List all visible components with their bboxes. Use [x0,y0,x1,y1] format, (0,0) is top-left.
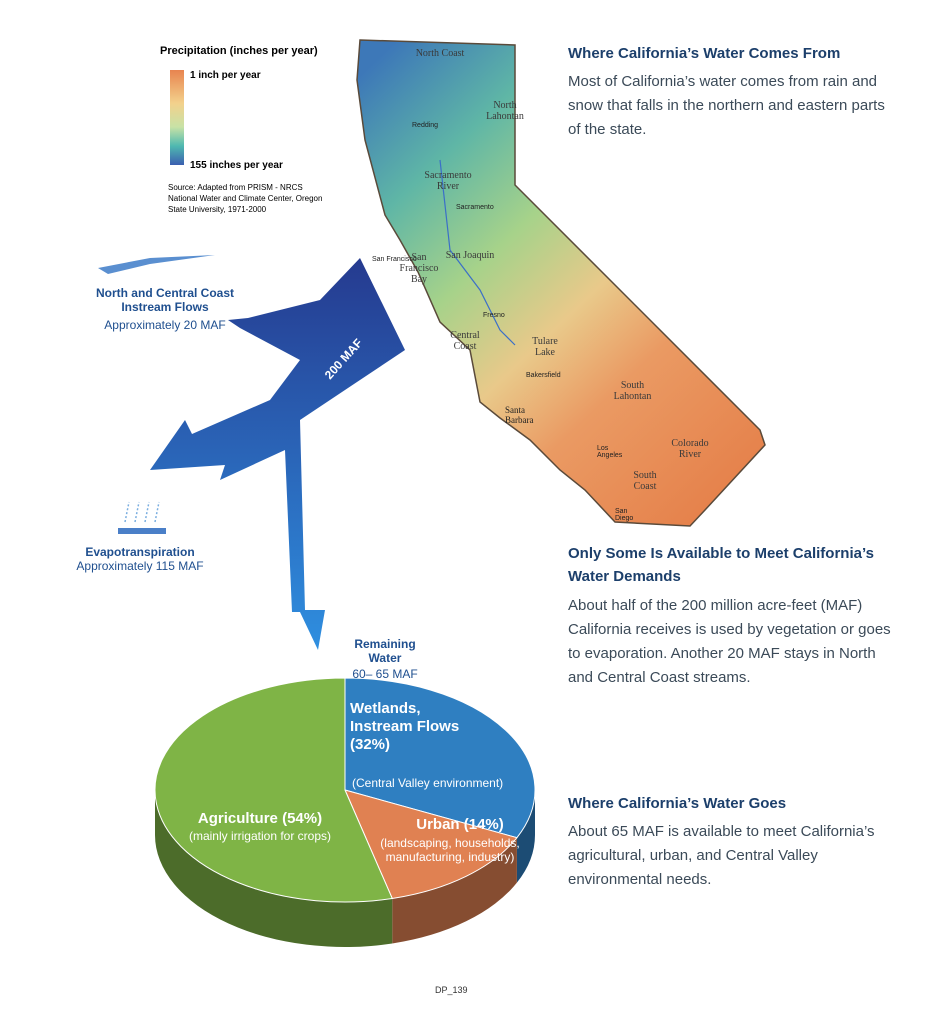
flow-name: North and Central Coast Instream Flows [95,286,234,314]
city-label: Santa Barbara [505,405,534,425]
pie-side [516,790,536,883]
section-heading: Where California’s Water Goes [568,795,787,812]
footer: DP_139 [435,985,468,995]
flow-arrows [150,258,405,650]
pie-side [392,837,517,944]
city-label: Bakersfield [526,372,561,379]
california-map [356,39,766,527]
pie-slice [154,677,393,903]
region-label: North Coast [415,48,465,59]
pie-slice [344,789,518,900]
evapo-icon [118,528,166,534]
city-label: Fresno [483,312,505,319]
flow-amount: Approximately 20 MAF [104,318,226,332]
region-label: South Coast [633,470,657,492]
city-label: Sacramento [456,204,494,211]
pie-slice [344,677,536,839]
region-label: San Francisco Bay [399,252,439,285]
region-label: Sacramento River [424,170,472,192]
pie-label: Agriculture (54%) [197,810,323,827]
region-label: Colorado River [671,438,709,460]
pie-label: Wetlands, Instream Flows (32%) [350,700,460,753]
section-heading: Where California’s Water Comes From [568,45,841,62]
section-body: About 65 MAF is available to meet Califo… [568,823,875,888]
pie-sublabel: (mainly irrigation for crops) [188,829,332,843]
region-label: Central Coast [450,330,480,352]
pie-sublabel: (landscaping, households, manufacturing,… [380,836,520,864]
legend-title: Precipitation (inches per year) [160,45,318,57]
region-label: San Joaquin [445,250,495,261]
pie-label: Urban (14%) [416,816,504,833]
legend-min: 1 inch per year [190,70,261,81]
pie [154,677,536,948]
city-label: Los Angeles [597,445,623,459]
flow-amount: Approximately 115 MAF [76,559,204,573]
flow-amount: 60– 65 MAF [352,667,418,681]
evapo-drops [124,501,160,523]
legend-source: Source: Adapted from PRISM - NRCS Nation… [168,183,323,214]
pie-side [155,790,393,948]
section-body: About half of the 200 million acre-feet … [568,597,891,686]
legend-max: 155 inches per year [190,160,283,171]
region-label: Tulare Lake [532,336,558,358]
region-label: North Lahontan [486,100,524,122]
section-heading: Only Some Is Available to Meet Californi… [568,545,874,585]
coast-flow-icon [98,255,215,274]
flow-name: Evapotranspiration [85,545,195,559]
city-label: San Francisco [372,256,417,263]
pie-sublabel: (Central Valley environment) [352,776,504,790]
city-label: San Diego [615,508,634,522]
region-label: South Lahontan [613,380,652,402]
flow-name: Remaining Water [354,637,416,665]
legend-ramp [170,70,184,165]
city-label: Redding [412,122,439,129]
section-body: Most of California’s water comes from ra… [568,73,885,138]
river [439,159,516,346]
